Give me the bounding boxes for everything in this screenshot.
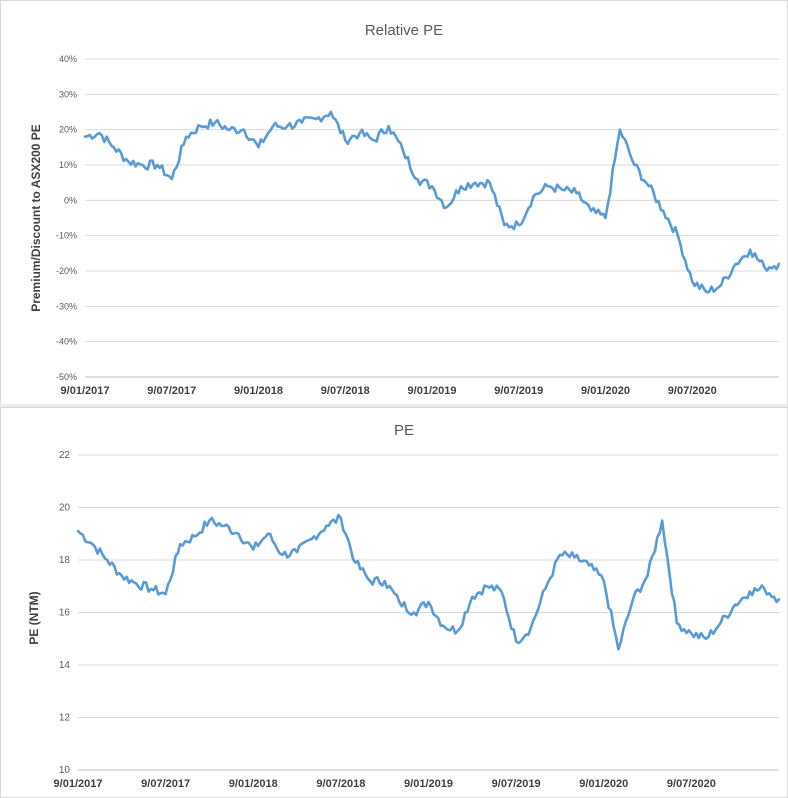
y-tick-label: -20% xyxy=(56,266,77,276)
y-tick-label: 18 xyxy=(59,555,71,566)
pe-chart-panel: PE PE (NTM) 22 20 18 16 14 12 10 9/01/2017 9/07/… xyxy=(0,407,788,798)
y-axis-label: PE (NTM) xyxy=(27,591,41,644)
series-line xyxy=(83,110,781,294)
relative-pe-chart-panel: Relative PE Premium/Discount to ASX200 P… xyxy=(0,0,788,405)
x-tick-label: 9/07/2018 xyxy=(316,778,365,790)
y-tick-label: 20 xyxy=(59,503,71,514)
panel-divider xyxy=(0,404,788,408)
y-tick-label: 20% xyxy=(59,125,77,135)
x-tick-label: 9/07/2020 xyxy=(668,385,717,397)
x-tick-label: 9/01/2019 xyxy=(404,778,453,790)
x-tick-label: 9/07/2019 xyxy=(492,778,541,790)
x-tick-label: 9/01/2017 xyxy=(54,778,103,790)
x-tick-label: 9/07/2018 xyxy=(321,385,370,397)
x-tick-label: 9/01/2018 xyxy=(234,385,283,397)
y-tick-label: 12 xyxy=(59,713,71,724)
y-tick-label: -40% xyxy=(56,337,77,347)
y-tick-label: 30% xyxy=(59,89,77,99)
y-tick-label: -10% xyxy=(56,231,77,241)
x-tick-label: 9/07/2019 xyxy=(494,385,543,397)
y-tick-label: 16 xyxy=(59,608,71,619)
chart-title: PE xyxy=(394,422,414,439)
y-tick-label: 22 xyxy=(59,450,71,461)
series-line xyxy=(76,513,781,651)
y-tick-label: -30% xyxy=(56,301,77,311)
x-tick-label: 9/07/2020 xyxy=(667,778,716,790)
y-tick-label: 40% xyxy=(59,54,77,64)
plot-area: 40% 30% 20% 10% 0% -10% -20% -30% -40% -50% 9/01/2… xyxy=(56,54,781,397)
y-tick-label: 10% xyxy=(59,160,77,170)
x-tick-label: 9/07/2017 xyxy=(141,778,190,790)
x-tick-label: 9/01/2019 xyxy=(408,385,457,397)
y-axis-label: Premium/Discount to ASX200 PE xyxy=(29,124,43,312)
y-tick-label: 10 xyxy=(59,765,71,776)
chart-title: Relative PE xyxy=(365,22,443,39)
relative-pe-chart: Relative PE Premium/Discount to ASX200 P… xyxy=(29,22,781,397)
y-tick-label: 14 xyxy=(59,660,71,671)
x-tick-label: 9/01/2020 xyxy=(581,385,630,397)
y-tick-label: 0% xyxy=(64,195,77,205)
plot-area: 22 20 18 16 14 12 10 9/01/2017 9/07/2017 9/01/201… xyxy=(54,450,781,790)
x-tick-label: 9/07/2017 xyxy=(147,385,196,397)
pe-chart: PE PE (NTM) 22 20 18 16 14 12 10 9/01/2017 9/07/… xyxy=(27,422,781,790)
x-tick-label: 9/01/2020 xyxy=(579,778,628,790)
x-tick-label: 9/01/2018 xyxy=(229,778,278,790)
y-tick-label: -50% xyxy=(56,372,77,382)
x-tick-label: 9/01/2017 xyxy=(61,385,110,397)
